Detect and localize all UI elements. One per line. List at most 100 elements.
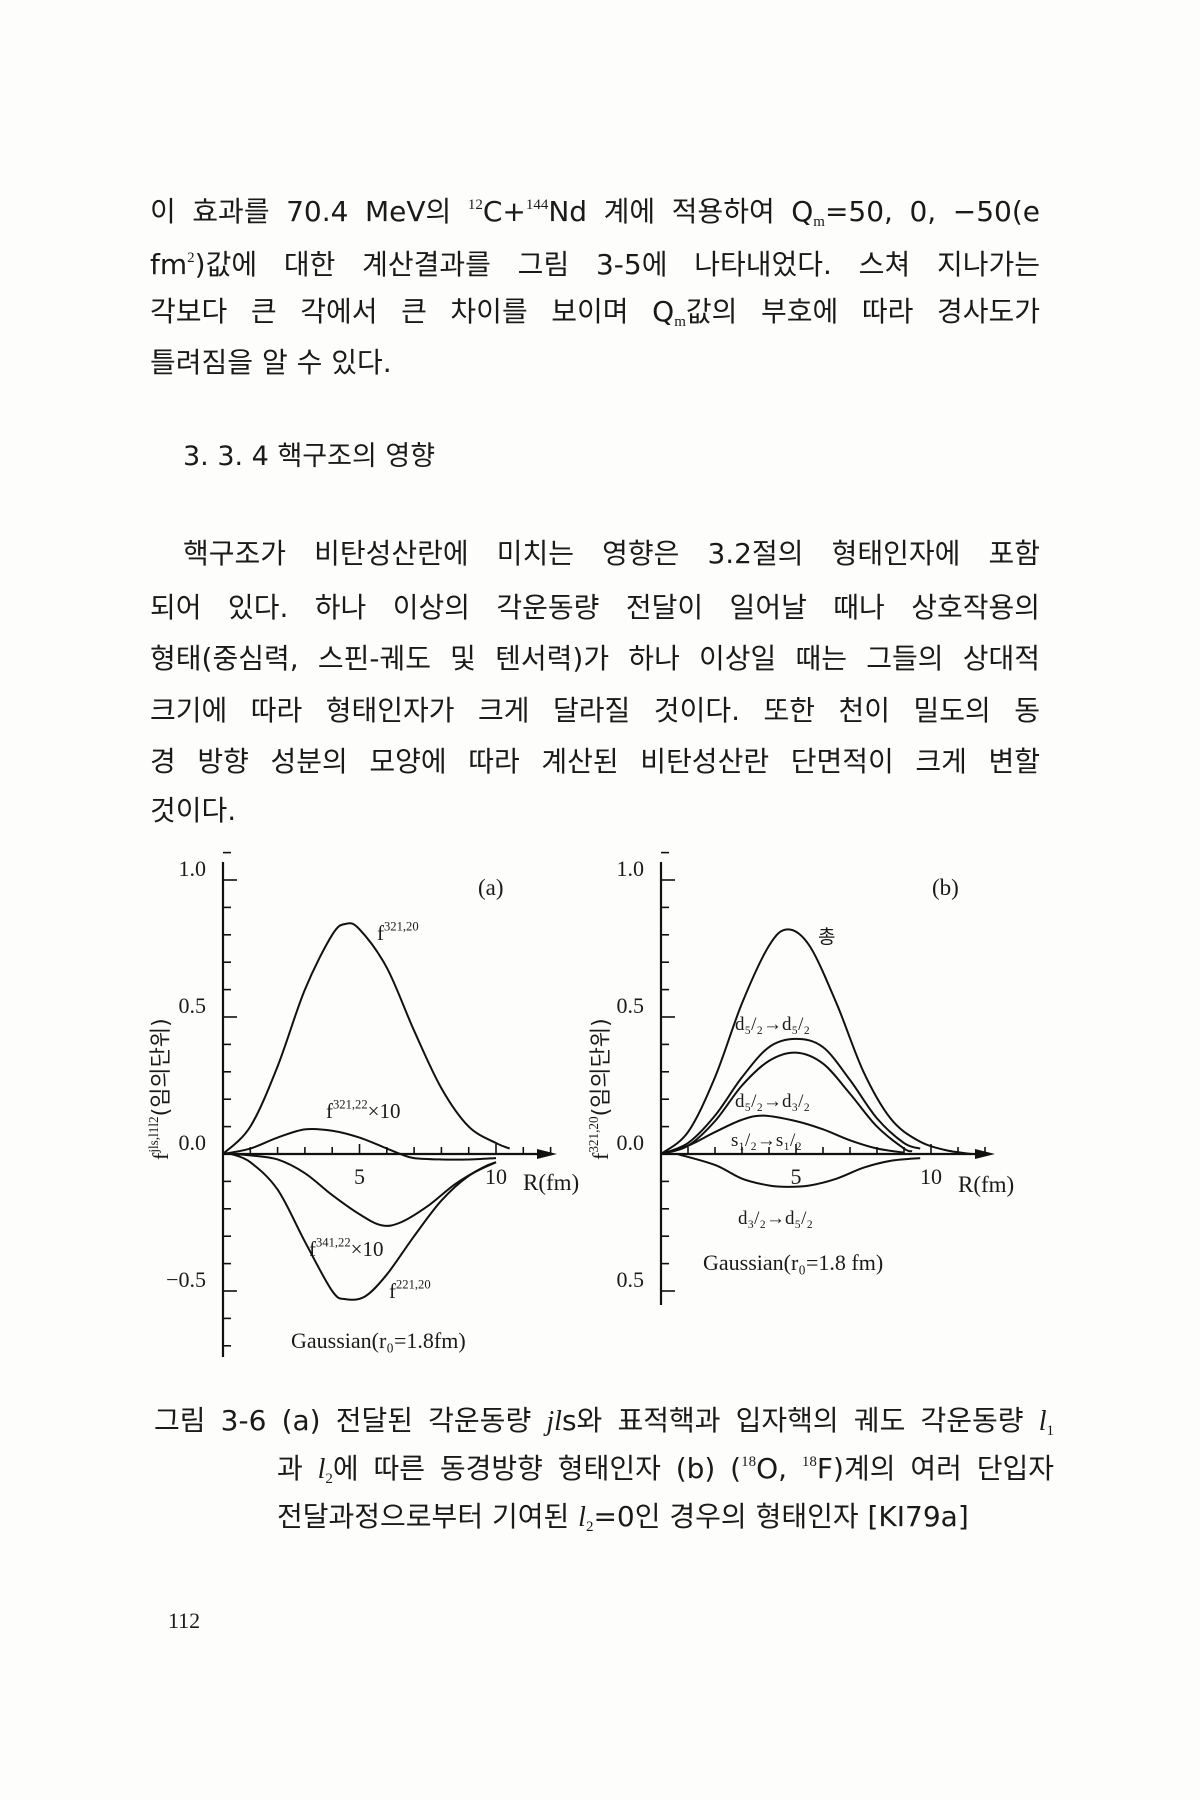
y-tick-label: −0.5 (166, 1267, 206, 1292)
text-run: 되어 있다. 하나 이상의 각운동량 전달이 일어날 때나 상호작용의 (150, 591, 1040, 624)
text-run: 과 (277, 1452, 318, 1485)
label-base: d₃/₂→d₅/₂ (738, 1208, 813, 1229)
series-label: f321,22×10 (326, 1098, 400, 1123)
italic-symbol: jl (546, 1406, 562, 1437)
supscript: 144 (525, 197, 549, 213)
y-axis-label: fjls,l1l2(임의단위) (146, 1018, 174, 1160)
y-tick-label: 1.0 (179, 856, 207, 881)
panel-label: (b) (932, 875, 959, 900)
paragraph1-line: 틀려짐을 알 수 있다. (150, 346, 392, 380)
label-superscript: 321,20 (384, 920, 419, 934)
series-line-0 (222, 922, 511, 1155)
x-tick-label: 10 (920, 1164, 942, 1189)
subscript: 2 (585, 1519, 594, 1535)
paragraph2-line: 경 방향 성분의 모양에 따라 계산된 비탄성산란 단면적이 크게 변할 (150, 745, 1040, 779)
text-run: Nd 계에 적용하여 Q (548, 195, 814, 228)
caption-line: 과 l2에 따른 동경방향 형태인자 (b) (18O, 18F)계의 여러 단… (277, 1452, 1054, 1487)
subscript: 1 (1046, 1423, 1055, 1439)
x-axis-arrow (537, 1149, 557, 1159)
label-base: f (326, 1099, 333, 1123)
caption-line: 그림 3-6 (a) 전달된 각운동량 jls와 표적핵과 입자핵의 궤도 각운… (154, 1404, 1054, 1439)
text-run: 에 따른 동경방향 형태인자 (b) ( (332, 1452, 742, 1485)
y-tick-label: 0.0 (179, 1130, 207, 1155)
series-label: f341,22×10 (309, 1236, 383, 1261)
paragraph2-line: 크기에 따라 형태인자가 크게 달라질 것이다. 또한 천이 밀도의 동 (150, 694, 1040, 728)
text-run: O, (756, 1452, 802, 1485)
series-line-3 (230, 1153, 497, 1301)
text-run: 경 방향 성분의 모양에 따라 계산된 비탄성산란 단면적이 크게 변할 (150, 745, 1040, 778)
series-line-2 (231, 1153, 497, 1227)
subscript: m (674, 314, 686, 330)
italic-symbol: l (578, 1502, 586, 1533)
annotation-gaussian: Gaussian(r₀=1.8 fm) (703, 1250, 883, 1275)
series-line-4 (676, 1153, 921, 1188)
text-run: 형태(중심력, 스핀-궤도 및 텐서력)가 하나 이상일 때는 그들의 상대적 (150, 642, 1040, 675)
y-tick-label: 0.5 (617, 993, 645, 1018)
text-run: 크기에 따라 형태인자가 크게 달라질 것이다. 또한 천이 밀도의 동 (150, 694, 1040, 727)
text-run: 핵구조가 비탄성산란에 미치는 영향은 3.2절의 형태인자에 포함 (183, 537, 1040, 570)
series-line-1 (660, 1037, 921, 1155)
label-base: f (389, 1279, 396, 1303)
text-run: fm (150, 248, 188, 281)
supscript: 18 (801, 1454, 817, 1470)
series-line-3 (660, 1114, 905, 1155)
text-run: =0인 경우의 형태인자 [KI79a] (593, 1500, 969, 1533)
paragraph2-line: 것이다. (150, 794, 236, 828)
paragraph2-line: 핵구조가 비탄성산란에 미치는 영향은 3.2절의 형태인자에 포함 (183, 537, 1040, 571)
text-run: C+ (482, 195, 526, 228)
label-base: f (588, 1152, 613, 1160)
label-base: d₅/₂→d₃/₂ (735, 1091, 810, 1112)
y-tick-label: 0.5 (179, 993, 207, 1018)
text-run: 것이다. (150, 794, 237, 827)
label-suffix: (임의단위) (589, 1018, 614, 1116)
text-run: 그림 3-6 (a) 전달된 각운동량 (154, 1404, 547, 1437)
text-run: 전달과정으로부터 기여된 (277, 1500, 579, 1533)
series-line-1 (222, 1127, 497, 1161)
paragraph1-line: fm2)값에 대한 계산결과를 그림 3-5에 나타내었다. 스쳐 지나가는 (150, 248, 1040, 282)
section-heading: 3. 3. 4 핵구조의 영향 (183, 441, 436, 472)
subscript: m (813, 214, 825, 230)
series-label: f221,20 (389, 1278, 431, 1303)
text-run: 값의 부호에 따라 경사도가 (685, 295, 1040, 328)
chart-panel-a: 1.0 0.5 0.0 −0.5 5 10 R(fm) (a) Gaussian(r₀=1.8f… (146, 851, 579, 1357)
y-axis-label: f321,20(임의단위) (586, 1018, 614, 1160)
page-number: 112 (168, 1608, 201, 1633)
chart-panel-b: 1.0 0.5 0.0 0.5 5 10 R(fm) (b) Gaussian(r₀=1.8 f… (586, 851, 1014, 1305)
series-label: 총 (818, 926, 835, 948)
series-line-0 (660, 928, 972, 1155)
text-run: F)계의 여러 단입자 (816, 1452, 1054, 1485)
x-axis-label: R(fm) (523, 1170, 579, 1195)
panel-label: (a) (478, 875, 504, 900)
y-tick-label: 0.5 (617, 1267, 645, 1292)
series-label: s₁/₂→s₁/₂ (731, 1130, 802, 1151)
series-label: d₅/₂→d₅/₂ (735, 1014, 810, 1035)
series-label: f321,20 (377, 920, 419, 945)
label-superscript: 321,22 (333, 1098, 368, 1112)
annotation-gaussian: Gaussian(r₀=1.8fm) (291, 1328, 466, 1353)
supscript: 2 (187, 250, 195, 266)
italic-symbol: l (1038, 1406, 1047, 1437)
label-base: f (377, 921, 384, 945)
label-suffix: (임의단위) (149, 1018, 174, 1116)
x-tick-label: 5 (354, 1164, 365, 1189)
label-base: 총 (818, 926, 835, 948)
paragraph2-line: 되어 있다. 하나 이상의 각운동량 전달이 일어날 때나 상호작용의 (150, 591, 1040, 625)
label-base: s₁/₂→s₁/₂ (731, 1130, 802, 1151)
paragraph1-line: 이 효과를 70.4 MeV의 12C+144Nd 계에 적용하여 Qm=50,… (150, 195, 1040, 230)
text-run: 틀려짐을 알 수 있다. (150, 346, 392, 379)
subscript: 2 (325, 1471, 333, 1487)
text-run: )값에 대한 계산결과를 그림 3-5에 나타내었다. 스쳐 지나가는 (194, 248, 1040, 281)
x-tick-label: 10 (485, 1164, 507, 1189)
series-line-2 (660, 1051, 913, 1155)
label-base: f (309, 1237, 316, 1261)
label-suffix: ×10 (351, 1237, 384, 1261)
text-run: 이 효과를 70.4 MeV의 (150, 195, 468, 228)
text-run: 각보다 큰 각에서 큰 차이를 보이며 Q (150, 295, 675, 328)
y-tick-label: 1.0 (617, 856, 645, 881)
supscript: 12 (467, 197, 483, 213)
label-base: f (148, 1152, 173, 1160)
x-tick-label: 5 (791, 1164, 802, 1189)
paragraph1-line: 각보다 큰 각에서 큰 차이를 보이며 Qm값의 부호에 따라 경사도가 (150, 295, 1040, 330)
series-label: d₃/₂→d₅/₂ (738, 1208, 813, 1229)
